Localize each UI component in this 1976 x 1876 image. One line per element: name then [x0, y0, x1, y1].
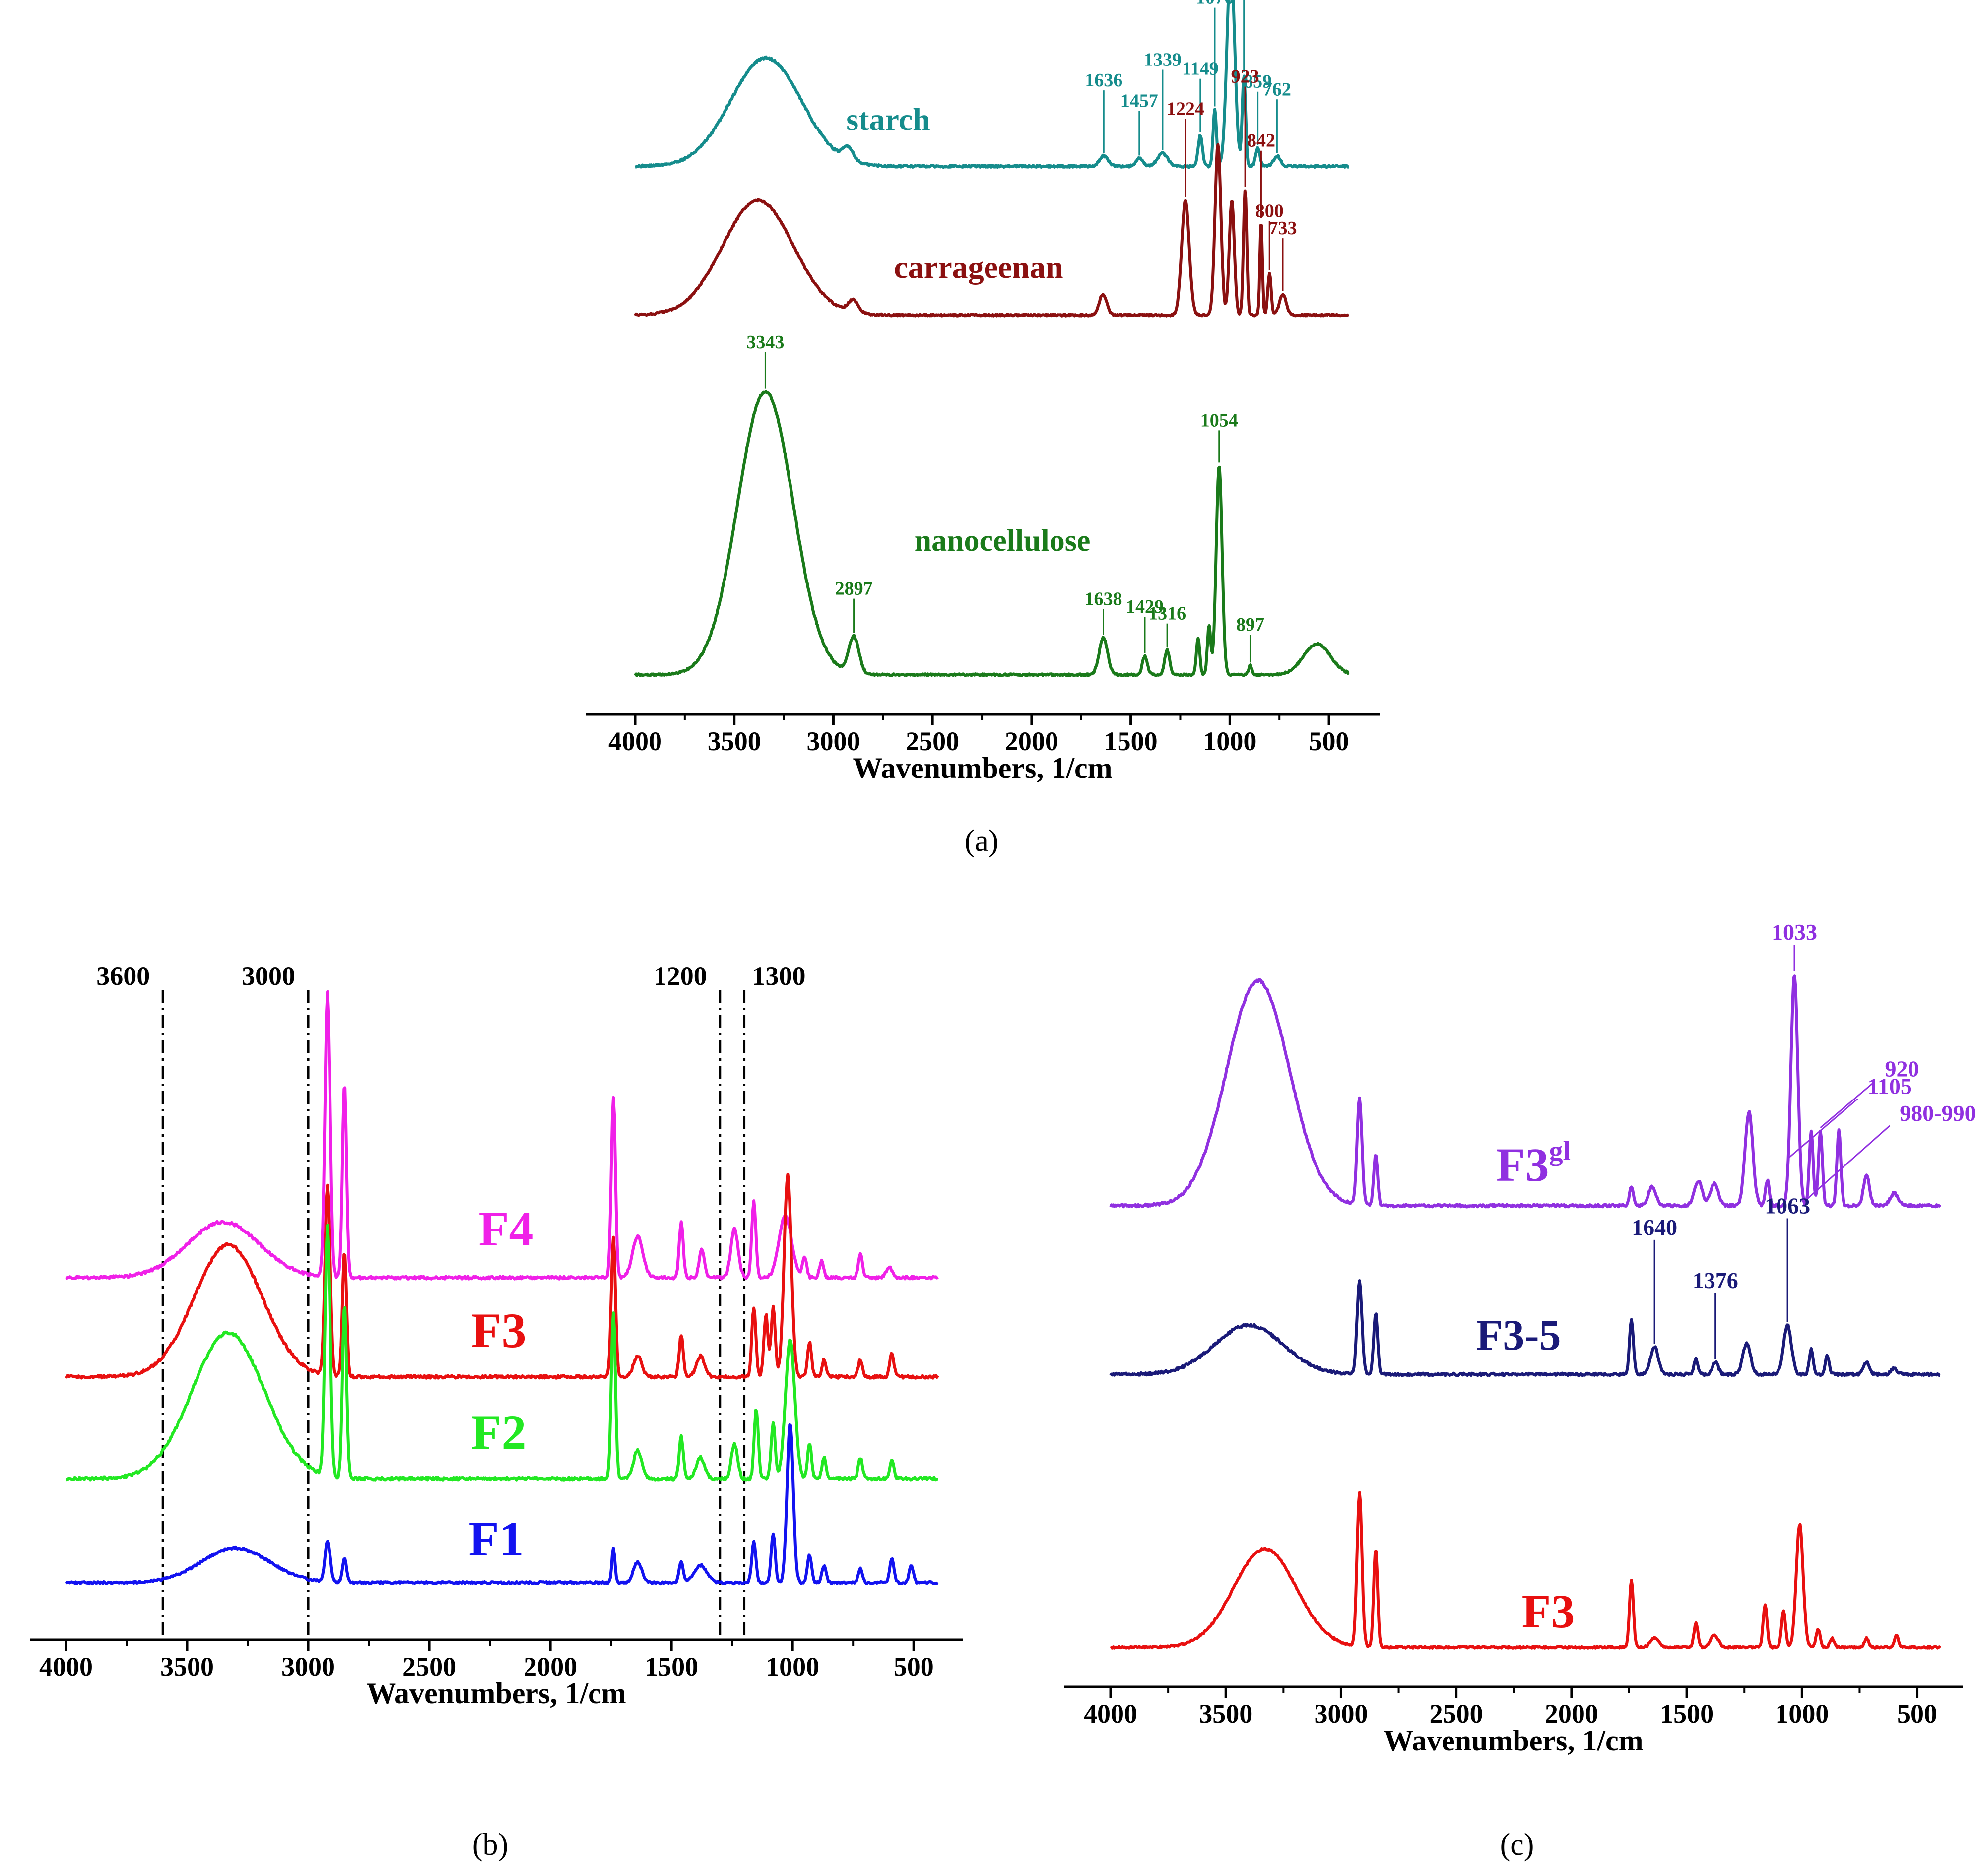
c-tick-label-2500: 2500	[1430, 1699, 1483, 1729]
caption-b: (b)	[472, 1828, 508, 1862]
a-series-starch	[634, 0, 1350, 169]
b-series-label-f4: F4	[478, 1201, 533, 1256]
a-tick-label-2500: 2500	[906, 726, 959, 756]
c-series-f3	[1110, 1491, 1942, 1650]
b-series-f2	[65, 1224, 938, 1482]
a-series-label-nanocellulose: nanocellulose	[915, 524, 1091, 558]
a-series-label-starch: starch	[846, 102, 930, 137]
c-peak-label-f3-5-1376: 1376	[1693, 1268, 1738, 1293]
a-peak-label-starch-1636: 1636	[1085, 70, 1122, 91]
c-leader-f3-gl-920	[1820, 1081, 1876, 1128]
c-tick-label-4000: 4000	[1084, 1699, 1137, 1729]
caption-a: (a)	[965, 824, 999, 858]
a-peak-label-nanocellulose-897: 897	[1236, 614, 1264, 635]
a-peak-label-starch-1457: 1457	[1120, 91, 1158, 112]
b-tick-label-4000: 4000	[39, 1652, 93, 1682]
b-tick-label-2000: 2000	[524, 1652, 577, 1682]
c-series-f3-gl	[1109, 974, 1942, 1209]
a-series-carrageenan	[634, 143, 1350, 318]
b-tick-label-2500: 2500	[402, 1652, 456, 1682]
c-series-label-f3: F3	[1522, 1585, 1575, 1638]
a-tick-label-4000: 4000	[608, 726, 662, 756]
c-tick-label-3500: 3500	[1199, 1699, 1252, 1729]
a-peak-label-starch-1339: 1339	[1144, 50, 1182, 70]
c-tick-label-2000: 2000	[1545, 1699, 1598, 1729]
c-tick-label-500: 500	[1897, 1699, 1937, 1729]
a-peak-label-nanocellulose-1054: 1054	[1200, 410, 1238, 431]
b-series-f1	[65, 1423, 939, 1586]
a-peak-label-carrageenan-842: 842	[1247, 130, 1275, 151]
c-peak-label-f3-gl-1105: 1105	[1867, 1074, 1911, 1099]
panel-b: 4000 3500 3000 2500 2000 1500 1000 500 Wavenumbe…	[30, 961, 963, 1710]
panel-c: 4000 3500 3000 2500 2000 1500 1000 500 Wavenumbe…	[1064, 919, 1976, 1757]
a-peak-label-starch-1076: 1076	[1196, 0, 1234, 8]
c-series-f3-5	[1109, 1279, 1941, 1377]
c-series-label-superscript: gl	[1549, 1136, 1571, 1166]
b-tick-label-3000: 3000	[281, 1652, 335, 1682]
a-series-nanocellulose	[634, 390, 1350, 677]
a-tick-label-2000: 2000	[1005, 726, 1058, 756]
c-peak-label-f3-5-1063: 1063	[1765, 1193, 1810, 1219]
c-tick-label-1500: 1500	[1660, 1699, 1713, 1729]
b-tick-label-3500: 3500	[160, 1652, 214, 1682]
a-peak-label-nanocellulose-2897: 2897	[835, 579, 873, 599]
b-tick-label-1000: 1000	[766, 1652, 819, 1682]
c-leader-f3-gl-980-990	[1805, 1125, 1891, 1201]
c-leader-f3-gl-1105	[1787, 1098, 1858, 1159]
b-series-label-f1: F1	[468, 1511, 524, 1566]
a-peak-label-nanocellulose-3343: 3343	[746, 332, 784, 353]
c-series-label-f3-gl: F3gl	[1496, 1136, 1571, 1191]
b-series-label-f3: F3	[471, 1303, 526, 1358]
a-peak-label-starch-762: 762	[1263, 79, 1291, 100]
a-peak-label-nanocellulose-1638: 1638	[1084, 589, 1122, 610]
b-ref-label-3600: 3600	[96, 961, 150, 991]
b-x-axis-title: Wavenumbers, 1/cm	[366, 1677, 626, 1710]
a-peak-label-nanocellulose-1316: 1316	[1148, 603, 1186, 624]
panel-a: 4000 3500 3000 2500 2000 1500 1000 500 Wavenumbe…	[586, 0, 1380, 784]
a-peak-label-carrageenan-800: 800	[1255, 200, 1284, 221]
b-ref-label-3000: 3000	[242, 961, 295, 991]
a-tick-label-500: 500	[1309, 726, 1349, 756]
c-peak-label-f3-gl-980-990: 980-990	[1900, 1100, 1976, 1126]
c-peak-label-f3-gl-920: 920	[1885, 1056, 1919, 1081]
a-series-label-carrageenan: carrageenan	[894, 250, 1063, 285]
b-series-f3	[65, 1172, 939, 1380]
b-tick-label-1500: 1500	[645, 1652, 698, 1682]
a-x-axis-title: Wavenumbers, 1/cm	[853, 752, 1112, 784]
a-tick-label-1500: 1500	[1104, 726, 1158, 756]
b-series-label-f2: F2	[471, 1405, 526, 1460]
c-tick-label-3000: 3000	[1314, 1699, 1368, 1729]
a-peak-label-nanocellulose-1429: 1429	[1126, 596, 1164, 617]
a-peak-label-starch-859: 859	[1244, 71, 1272, 92]
a-peak-label-carrageenan-1224: 1224	[1167, 99, 1204, 120]
a-tick-label-3500: 3500	[708, 726, 761, 756]
c-x-axis-title: Wavenumbers, 1/cm	[1383, 1724, 1643, 1757]
c-peak-label-f3-5-1640: 1640	[1632, 1215, 1677, 1240]
caption-c: (c)	[1500, 1828, 1534, 1862]
b-ref-label-1200: 1200	[654, 961, 707, 991]
a-peak-label-starch-1149: 1149	[1182, 59, 1219, 79]
a-tick-label-3000: 3000	[806, 726, 860, 756]
a-peak-label-carrageenan-923: 923	[1231, 66, 1259, 87]
c-tick-label-1000: 1000	[1775, 1699, 1829, 1729]
c-series-label-f3-5: F3-5	[1476, 1311, 1561, 1359]
c-peak-label-f3-gl-1033: 1033	[1772, 919, 1817, 945]
a-peak-label-carrageenan-733: 733	[1268, 218, 1297, 239]
a-tick-label-1000: 1000	[1203, 726, 1256, 756]
b-tick-label-500: 500	[894, 1652, 934, 1682]
b-ref-label-1300: 1300	[752, 961, 806, 991]
